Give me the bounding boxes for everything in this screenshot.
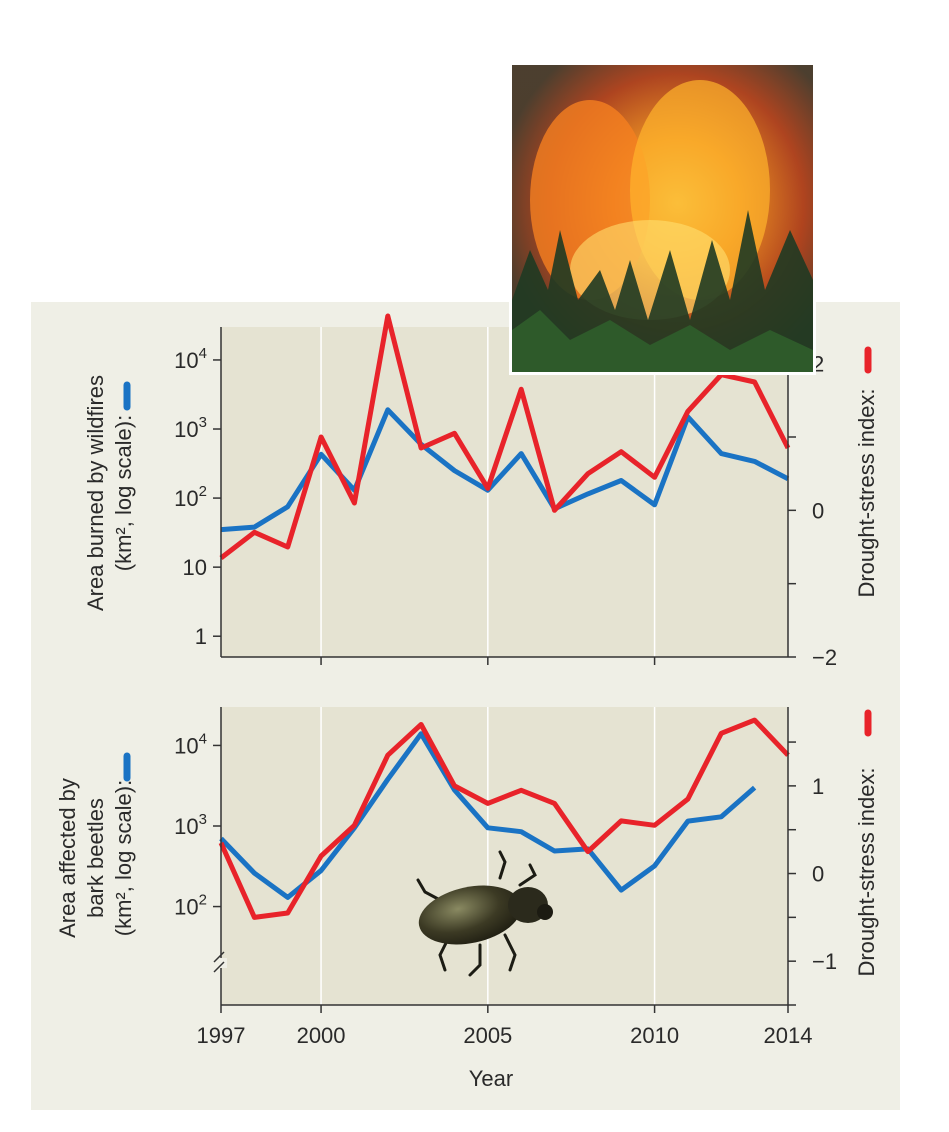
bottom-x-tick-label-2005: 2005 bbox=[463, 1023, 512, 1048]
top-left-axis-title-line-2: (km², log scale): bbox=[111, 415, 136, 571]
bottom-left-axis-title: Area affected by bark beetles (km², log … bbox=[55, 752, 136, 938]
bottom-right-tick-label-5: 1 bbox=[812, 774, 824, 799]
bottom-left-tick-label-100: 102 bbox=[174, 892, 207, 920]
bottom-left-axis-title-line-3: (km², log scale): bbox=[111, 780, 136, 936]
top-right-axis-title-text: Drought-stress index: bbox=[854, 388, 879, 597]
bottom-x-tick-label-2010: 2010 bbox=[630, 1023, 679, 1048]
x-axis-title: Year bbox=[469, 1066, 513, 1091]
top-left-tick-label-1000: 103 bbox=[174, 414, 207, 442]
bottom-left-tick-label-1000: 103 bbox=[174, 811, 207, 839]
top-left-tick-label-100: 102 bbox=[174, 483, 207, 511]
top-right-axis-title: Drought-stress index: bbox=[854, 346, 879, 598]
bottom-left-axis-title-line-1: Area affected by bbox=[55, 778, 80, 938]
bottom-x-tick-label-2014: 2014 bbox=[764, 1023, 813, 1048]
bottom-plot-area bbox=[221, 707, 788, 1005]
top-series-drought-index-line bbox=[219, 313, 791, 560]
wildfire-photo bbox=[509, 62, 816, 375]
bottom-axis-break-mark-2 bbox=[213, 961, 225, 973]
data-series bbox=[218, 313, 791, 920]
gridlines bbox=[320, 327, 656, 1005]
top-left-tick-label-1: 1 bbox=[195, 624, 207, 649]
axes bbox=[213, 327, 796, 1013]
bottom-right-axis-title: Drought-stress index: bbox=[854, 709, 879, 977]
top-left-tick-label-10000: 104 bbox=[174, 345, 207, 373]
bottom-left-axis-title-line-2: bark beetles bbox=[83, 798, 108, 918]
bottom-axis-break-mark-1 bbox=[213, 951, 225, 963]
bottom-axis-break-gap bbox=[215, 958, 227, 968]
bottom-x-tick-label-2000: 2000 bbox=[297, 1023, 346, 1048]
top-left-tick-label-10: 10 bbox=[183, 555, 207, 580]
bottom-left-tick-label-10000: 104 bbox=[174, 730, 207, 758]
bottom-x-tick-label-1997: 1997 bbox=[197, 1023, 246, 1048]
bottom-right-axis-title-text: Drought-stress index: bbox=[854, 767, 879, 976]
bottom-right-tick-label-1: −1 bbox=[812, 949, 837, 974]
top-right-tick-label-0: −2 bbox=[812, 645, 837, 670]
top-plot-area bbox=[221, 327, 788, 657]
top-left-axis-title-line-1: Area burned by wildfires bbox=[83, 375, 108, 611]
top-left-axis-title: Area burned by wildfires (km², log scale… bbox=[83, 375, 136, 611]
top-right-tick-label-2: 0 bbox=[812, 498, 824, 523]
bark-beetle-illustration bbox=[416, 850, 553, 977]
bottom-series-drought-index-line bbox=[218, 717, 790, 920]
bottom-right-tick-label-3: 0 bbox=[812, 862, 824, 887]
